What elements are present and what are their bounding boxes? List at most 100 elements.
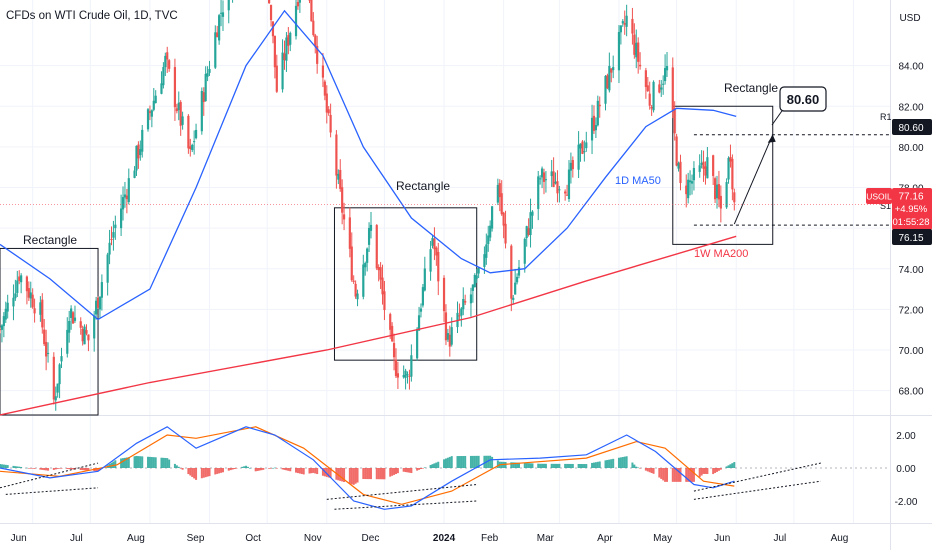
candle-body: [297, 2, 299, 6]
histogram-bar: [703, 468, 705, 474]
candle-body: [691, 181, 693, 183]
histogram-bar: [476, 456, 478, 468]
histogram-bar: [220, 468, 222, 473]
candle-body: [7, 303, 9, 312]
candle-body: [687, 180, 689, 198]
histogram-bar: [605, 460, 607, 468]
candle-body: [679, 162, 681, 183]
candle-body: [201, 91, 203, 131]
candle-body: [74, 318, 76, 321]
histogram-bar: [20, 467, 22, 468]
indicator-tick-label: 0.00: [896, 464, 916, 475]
histogram-bar: [622, 457, 624, 468]
candle-body: [497, 185, 499, 203]
candle-body: [178, 103, 180, 110]
candle-body: [155, 96, 157, 103]
histogram-bar: [316, 468, 318, 474]
candle-body: [606, 75, 608, 88]
histogram-bar: [674, 468, 676, 482]
histogram-bar: [620, 457, 622, 468]
candle-body: [652, 82, 654, 110]
histogram-bar: [257, 468, 259, 471]
histogram-bar: [551, 464, 553, 468]
price-tick-label: 82.00: [898, 102, 923, 113]
candle-body: [581, 142, 583, 154]
candle-body: [537, 176, 539, 209]
histogram-bar: [555, 464, 557, 468]
histogram-bar: [247, 467, 249, 468]
price-tick-label: 68.00: [898, 387, 923, 398]
candle-body: [593, 116, 595, 131]
candle-body: [449, 335, 451, 347]
histogram-bar: [443, 459, 445, 468]
histogram-bar: [41, 468, 43, 470]
candle-body: [489, 226, 491, 238]
histogram-bar: [528, 463, 530, 468]
histogram-bar: [718, 468, 720, 471]
candle-body: [83, 327, 85, 345]
histogram-bar: [606, 460, 608, 468]
histogram-bar: [364, 468, 366, 479]
histogram-bar: [483, 456, 485, 468]
histogram-bar: [599, 461, 601, 468]
candle-body: [207, 73, 209, 77]
histogram-bar: [368, 468, 370, 479]
histogram-bar: [245, 466, 247, 468]
candle-body: [591, 118, 593, 141]
candle-body: [518, 267, 520, 275]
histogram-bar: [420, 468, 422, 469]
histogram-bar: [376, 468, 378, 479]
candle-body: [339, 170, 341, 189]
candle-body: [322, 65, 324, 77]
candle-body: [205, 74, 207, 101]
candle-body: [70, 309, 72, 318]
candle-body: [151, 110, 153, 116]
histogram-bar: [164, 458, 166, 468]
candle-body: [689, 180, 691, 182]
candle-body: [285, 38, 287, 61]
candle-body: [526, 226, 528, 238]
histogram-bar: [558, 464, 560, 468]
histogram-bar: [166, 458, 168, 468]
histogram-bar: [39, 468, 41, 470]
candle-body: [97, 298, 99, 308]
histogram-bar: [205, 468, 207, 477]
candle-body: [110, 239, 112, 240]
histogram-bar: [53, 468, 55, 470]
histogram-bar: [122, 458, 124, 468]
candle-body: [20, 275, 22, 282]
candle-body: [556, 181, 558, 193]
time-tick-label: Sep: [187, 533, 205, 544]
candle-body: [660, 87, 662, 89]
histogram-bar: [458, 456, 460, 468]
histogram-bar: [207, 468, 209, 477]
time-tick-label: Aug: [127, 533, 145, 544]
price-tick-label: 80.00: [898, 143, 923, 154]
candle-body: [458, 315, 460, 316]
histogram-bar: [653, 468, 655, 474]
candle-body: [647, 85, 649, 91]
histogram-bar: [272, 468, 274, 469]
histogram-bar: [716, 468, 718, 472]
candle-body: [32, 295, 34, 308]
candle-body: [66, 330, 68, 354]
histogram-bar: [234, 468, 236, 469]
candle-body: [529, 212, 531, 235]
candle-body: [485, 244, 487, 257]
candle-body: [487, 235, 489, 244]
candle-body: [464, 301, 466, 303]
histogram-bar: [355, 468, 357, 484]
candle-body: [137, 145, 139, 159]
candle-body: [476, 276, 478, 279]
candle-body: [633, 35, 635, 55]
candle-body: [662, 84, 664, 85]
histogram-bar: [30, 468, 32, 469]
candle-body: [637, 43, 639, 62]
candle-body: [583, 151, 585, 152]
histogram-bar: [160, 458, 162, 468]
candle-body: [364, 263, 366, 267]
histogram-bar: [626, 456, 628, 468]
candle-body: [639, 65, 641, 66]
